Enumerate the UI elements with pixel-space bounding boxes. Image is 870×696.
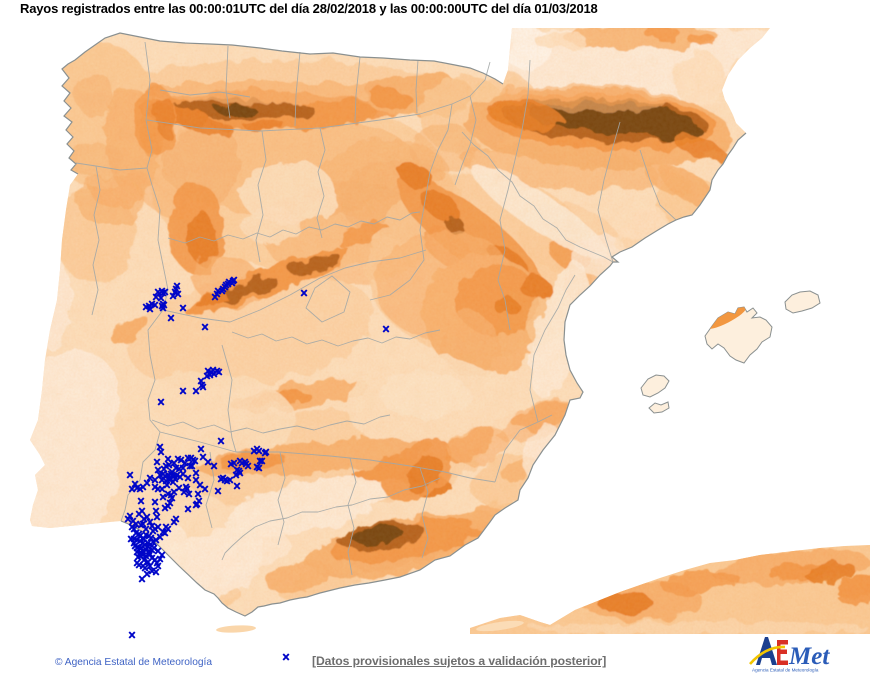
svg-text:Agencia Estatal de Meteorologí: Agencia Estatal de Meteorología (752, 668, 819, 673)
svg-text:Met: Met (788, 643, 830, 670)
